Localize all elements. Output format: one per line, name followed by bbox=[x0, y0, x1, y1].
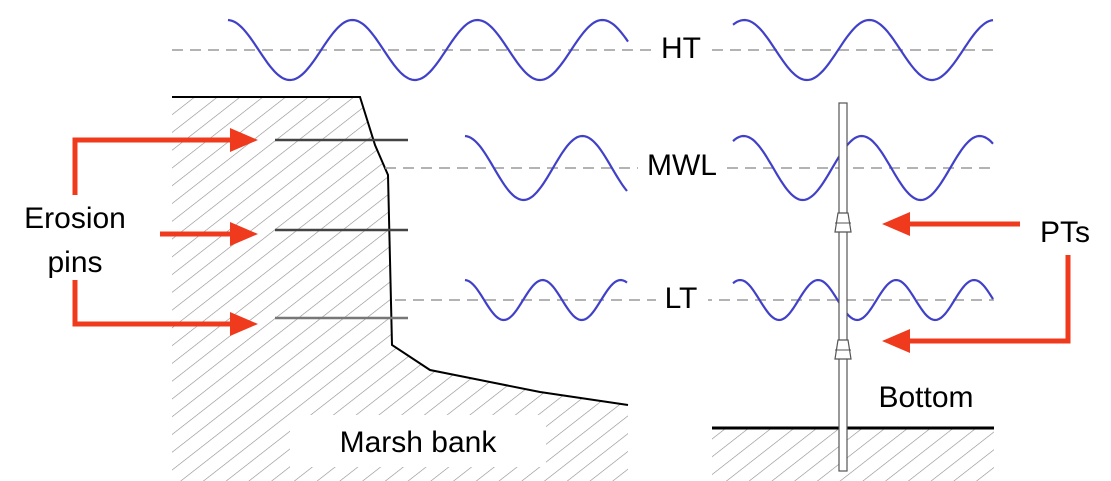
lt-wave-right bbox=[732, 279, 994, 322]
lt-label: LT bbox=[665, 282, 698, 315]
ht-label: HT bbox=[661, 32, 701, 65]
pts-arrows bbox=[882, 212, 1071, 353]
erosion-pins-label-line1: Erosion bbox=[24, 202, 126, 235]
marsh-bank-outline bbox=[172, 96, 629, 406]
pressure-transducer-icon bbox=[834, 339, 852, 360]
marsh-bank-label: Marsh bank bbox=[340, 426, 498, 459]
erosion-pins-label-line2: pins bbox=[47, 246, 102, 279]
channel-bottom bbox=[712, 426, 994, 481]
mwl-wave-left bbox=[464, 134, 628, 202]
ht-wave-left bbox=[227, 18, 629, 82]
mwl-wave-right bbox=[732, 134, 994, 202]
tide-waves bbox=[227, 18, 994, 322]
erosion-pins bbox=[275, 138, 408, 320]
pressure-transducer-icon bbox=[834, 212, 852, 233]
erosion-pins-arrows bbox=[72, 128, 258, 336]
mast-pole bbox=[838, 102, 848, 472]
pts-label: PTs bbox=[1040, 216, 1090, 249]
ht-wave-right bbox=[732, 18, 994, 82]
bottom-label: Bottom bbox=[878, 381, 973, 414]
pt-mast bbox=[834, 102, 852, 472]
mwl-label: MWL bbox=[647, 149, 717, 182]
lt-wave-left bbox=[464, 278, 628, 322]
